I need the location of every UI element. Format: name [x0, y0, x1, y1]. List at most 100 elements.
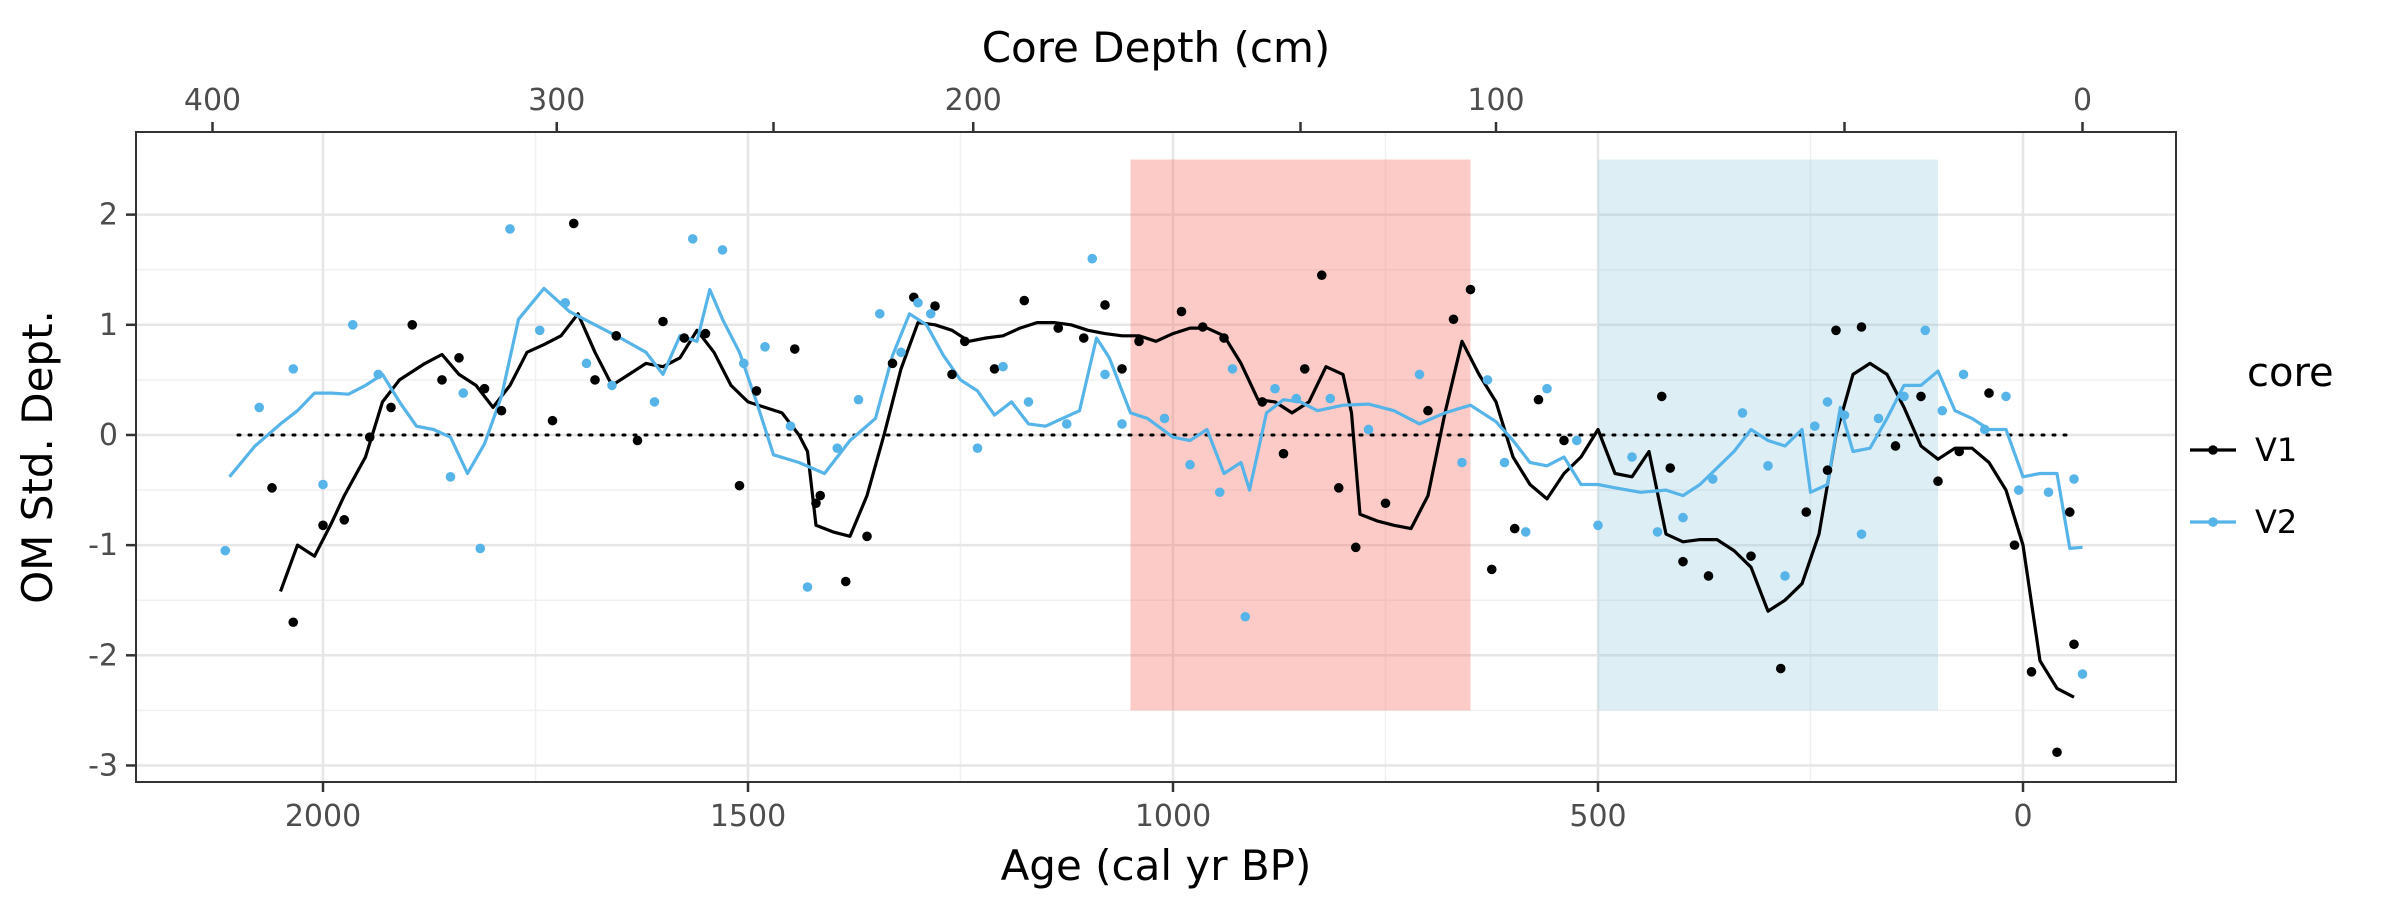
series-v1-point [1954, 446, 1965, 457]
series-v2-point [1571, 435, 1582, 446]
series-v2-point [1240, 611, 1251, 622]
series-v1-point [496, 405, 507, 416]
series-v1-point [547, 415, 558, 426]
series-v2-point [1291, 393, 1302, 404]
series-v1-point [632, 435, 643, 446]
series-v2-point [785, 421, 796, 431]
series-v2-point [832, 443, 843, 453]
x-tick-label: 1500 [710, 799, 786, 834]
series-v1-point [734, 480, 745, 491]
series-v1-point [590, 375, 600, 385]
series-v2-point [1023, 397, 1034, 407]
top-tick-label: 300 [528, 83, 585, 118]
series-v1-point [339, 514, 350, 525]
series-v2-point [760, 342, 770, 352]
series-v1-point [1831, 325, 1841, 336]
shaded-region-1 [1130, 159, 1471, 711]
series-v1-point [887, 358, 898, 369]
series-v2-point [1979, 424, 1990, 435]
series-v1-point [751, 386, 762, 396]
series-v1-point [1984, 388, 1994, 398]
series-v2-point [1159, 413, 1170, 424]
series-v2-point [581, 358, 592, 369]
series-v1-point [1890, 441, 1901, 451]
series-v1-point [1278, 448, 1289, 459]
series-v2-point [1958, 369, 1969, 380]
series-v1-point [1801, 507, 1812, 517]
series-v2-point [738, 358, 749, 369]
series-v2-point [505, 224, 515, 234]
series-v2-point [2077, 669, 2088, 679]
series-v2-point [1117, 419, 1127, 429]
series-v2-point [1652, 527, 1663, 537]
y-axis-title: OM Std. Dept. [13, 310, 62, 604]
series-v1-point [318, 520, 328, 531]
top-tick-label: 100 [1467, 83, 1524, 118]
series-v2-point [1780, 571, 1790, 581]
series-v1-point [568, 218, 579, 229]
series-v2-point [2043, 487, 2054, 498]
plot-border [135, 131, 2177, 783]
series-v1-point [1916, 391, 1926, 402]
series-v1-point [1559, 435, 1569, 446]
series-v2-point [1920, 325, 1931, 336]
series-v1-point [288, 617, 299, 628]
series-v1-point [811, 498, 821, 509]
series-v1-point [364, 432, 375, 442]
series-v1-point [2052, 747, 2062, 758]
series-v2-line [228, 286, 2083, 550]
x-tick-label: 2000 [285, 799, 361, 834]
series-v1-point [1299, 364, 1310, 374]
series-v2-point [254, 402, 265, 413]
series-v1-point [947, 369, 957, 380]
series-v2-point [347, 319, 358, 330]
series-v2-point [2013, 485, 2024, 495]
series-v1-point [700, 328, 711, 339]
series-v2-point [1061, 419, 1072, 429]
series-v2-point [1937, 405, 1948, 416]
series-layer [220, 218, 2088, 758]
series-v2-point [1482, 375, 1493, 385]
series-v1-point [1350, 542, 1361, 553]
series-v1-point [407, 319, 418, 330]
series-v1-point [658, 316, 668, 327]
series-v2-point [2001, 391, 2011, 402]
series-v2-point [1227, 364, 1238, 374]
series-v1-point [454, 353, 464, 363]
series-v1-point [840, 576, 851, 587]
series-v2-point [458, 388, 469, 398]
series-v1-point [1465, 284, 1476, 295]
top-tick-label: 200 [945, 83, 1002, 118]
series-v1-point [1219, 333, 1229, 343]
series-v2-point [687, 234, 698, 244]
series-v1-point [789, 344, 800, 354]
x-tick-label: 500 [1569, 799, 1626, 834]
series-v1-point [959, 336, 970, 347]
series-v2-point [1457, 457, 1467, 468]
legend-label-v1: V1 [2255, 431, 2297, 469]
x-tick-label: 0 [2013, 799, 2032, 834]
series-v1-point [1775, 663, 1786, 674]
series-v2-point [1899, 391, 1909, 402]
series-v2-point [972, 443, 983, 453]
series-v2-point [913, 297, 923, 308]
series-v2-point [445, 472, 456, 482]
series-v2-point [1325, 393, 1336, 404]
series-v2-point [1873, 413, 1884, 424]
series-v2-point [1363, 424, 1374, 435]
series-v2-point [534, 325, 545, 336]
series-v2-point [1822, 397, 1833, 407]
series-v1-point [1134, 336, 1144, 347]
series-v2-point [1809, 421, 1820, 431]
series-v1-point [862, 531, 872, 542]
series-v1-point [1117, 364, 1127, 374]
series-v1-point [2026, 667, 2037, 677]
series-v2-point [1627, 452, 1637, 462]
legend-label-v2: V2 [2255, 503, 2297, 541]
series-v1-point [1257, 397, 1268, 407]
shaded-regions [1130, 159, 1938, 711]
series-v1-point [1933, 476, 1943, 487]
series-v1-point [267, 483, 277, 493]
series-v2-point [896, 347, 906, 358]
